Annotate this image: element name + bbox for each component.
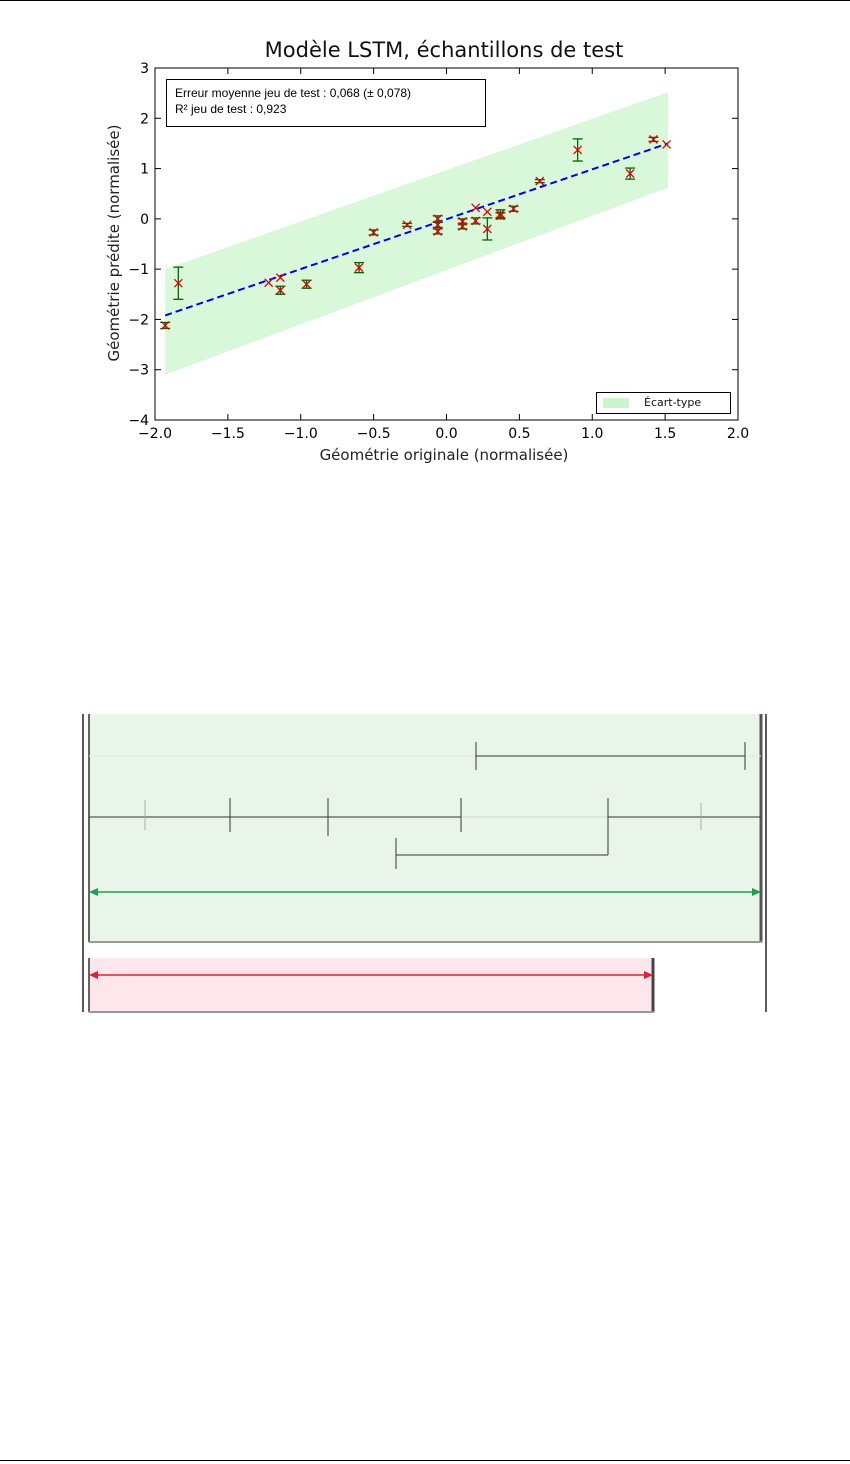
data-point bbox=[471, 203, 481, 213]
data-point bbox=[275, 285, 286, 295]
data-point bbox=[173, 266, 184, 300]
data-point bbox=[625, 167, 636, 180]
data-point bbox=[534, 176, 545, 186]
data-point bbox=[264, 278, 274, 288]
point-marker bbox=[495, 211, 505, 221]
page-top-rule bbox=[0, 0, 850, 1]
x-tick-label: −1.5 bbox=[211, 426, 245, 442]
point-marker bbox=[458, 221, 467, 231]
legend-label: Écart-type bbox=[644, 396, 702, 409]
data-point bbox=[470, 216, 481, 226]
point-marker bbox=[160, 321, 170, 330]
green-arrow-right-head bbox=[752, 888, 761, 896]
scatter-plot: −2.0 −1.5 −1.0 −0.5 0.0 0.5 1.0 1.5 2.0 −4 −3 −2 −1 0… bbox=[128, 61, 749, 442]
red-arrow-left-head bbox=[89, 971, 98, 979]
y-tick-label: −1 bbox=[128, 262, 149, 278]
point-marker bbox=[275, 273, 285, 283]
point-marker bbox=[509, 204, 519, 214]
y-tick-label: 1 bbox=[140, 162, 149, 178]
x-axis-label: Géométrie originale (normalisée) bbox=[319, 446, 569, 464]
data-point bbox=[495, 211, 506, 221]
y-tick-label: 0 bbox=[140, 212, 149, 228]
point-marker bbox=[482, 224, 492, 234]
y-tick-label: −3 bbox=[128, 363, 149, 379]
point-marker bbox=[649, 134, 658, 144]
x-tick-label: −2.0 bbox=[138, 426, 172, 442]
x-tick-label: −1.0 bbox=[284, 426, 318, 442]
point-marker bbox=[354, 263, 364, 273]
data-point bbox=[368, 227, 379, 237]
point-marker bbox=[471, 216, 481, 226]
page-bottom-rule bbox=[0, 1460, 850, 1461]
data-point bbox=[648, 134, 659, 144]
data-point bbox=[354, 261, 365, 274]
annotation-r2: R² jeu de test : 0,923 bbox=[175, 102, 287, 116]
x-tick-label: 0.5 bbox=[508, 426, 530, 442]
point-marker bbox=[433, 226, 443, 236]
annotation-box: Erreur moyenne jeu de test : 0,068 (± 0,… bbox=[166, 79, 486, 127]
annotation-mean-error: Erreur moyenne jeu de test : 0,068 (± 0,… bbox=[175, 86, 412, 100]
point-marker bbox=[471, 203, 481, 213]
point-marker bbox=[482, 207, 492, 217]
point-marker bbox=[662, 139, 672, 149]
data-point bbox=[572, 138, 583, 162]
legend-band-swatch bbox=[603, 398, 629, 408]
point-marker bbox=[173, 278, 183, 288]
x-tick-label: 2.0 bbox=[727, 426, 749, 442]
data-point bbox=[275, 273, 285, 283]
y-tick-label: 2 bbox=[140, 111, 149, 127]
y-axis-label: Géométrie prédite (normalisée) bbox=[105, 124, 123, 362]
y-tick-label: 3 bbox=[140, 61, 149, 77]
point-marker bbox=[275, 285, 285, 295]
data-point bbox=[482, 217, 493, 241]
legend: Écart-type bbox=[596, 392, 731, 414]
data-point bbox=[301, 279, 312, 289]
green-panel bbox=[89, 714, 762, 942]
point-marker bbox=[625, 169, 635, 179]
point-marker bbox=[264, 278, 274, 288]
x-tick-label: 0.0 bbox=[435, 426, 457, 442]
data-point bbox=[662, 139, 672, 149]
std-band bbox=[165, 92, 669, 375]
point-marker bbox=[402, 220, 412, 230]
red-arrow-right-head bbox=[644, 971, 653, 979]
data-point bbox=[402, 220, 413, 230]
point-marker bbox=[302, 279, 312, 289]
data-point bbox=[457, 221, 468, 231]
y-tick-label: −2 bbox=[128, 312, 149, 328]
green-arrow-left-head bbox=[89, 888, 98, 896]
data-point bbox=[160, 321, 171, 330]
x-tick-label: 1.0 bbox=[581, 426, 603, 442]
point-marker bbox=[535, 176, 545, 186]
data-point bbox=[508, 204, 519, 214]
red-panel bbox=[89, 958, 654, 1012]
fit-line bbox=[164, 142, 669, 317]
point-marker bbox=[433, 220, 443, 230]
x-tick-label: 1.5 bbox=[654, 426, 676, 442]
point-marker bbox=[573, 145, 583, 155]
point-marker bbox=[369, 227, 379, 237]
data-point bbox=[432, 226, 443, 236]
data-point bbox=[482, 207, 492, 217]
x-tick-label: −0.5 bbox=[357, 426, 391, 442]
y-tick-label: −4 bbox=[128, 413, 149, 429]
chart-title: Modèle LSTM, échantillons de test bbox=[264, 38, 624, 62]
